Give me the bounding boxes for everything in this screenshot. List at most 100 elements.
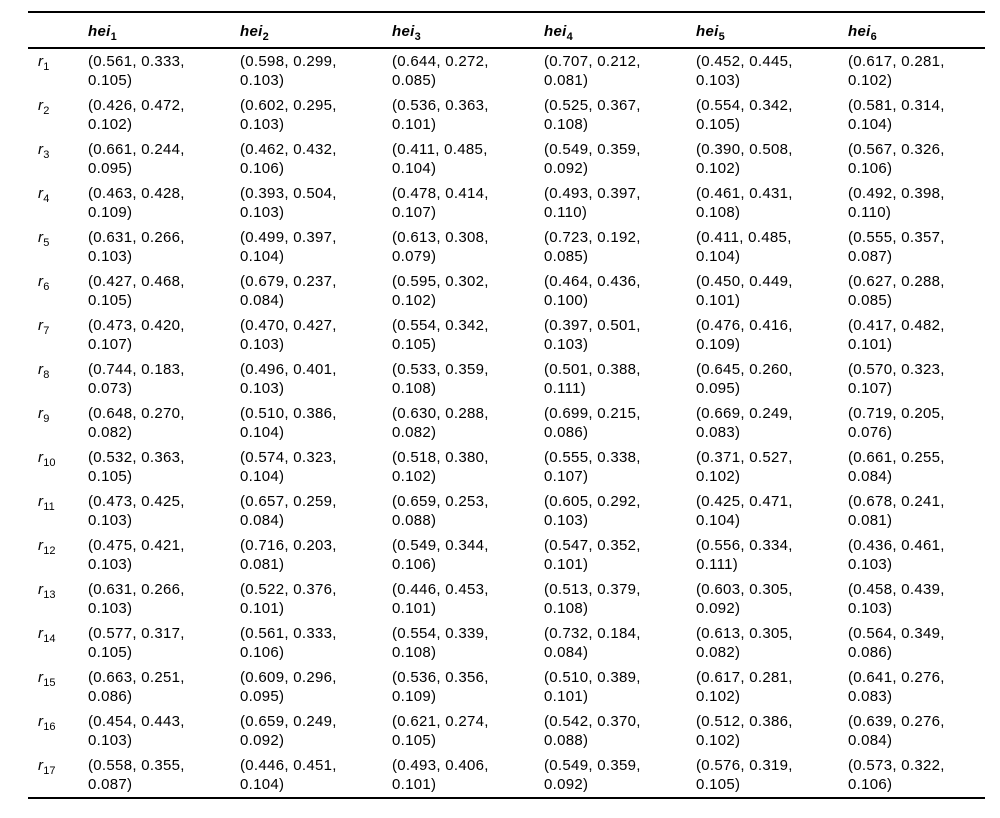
value-cell: (0.605, 0.292, 0.103) <box>544 489 696 533</box>
fuzzy-triple-value: (0.450, 0.449, 0.101) <box>696 273 793 309</box>
row-label-subscript: 3 <box>43 149 50 161</box>
value-cell: (0.639, 0.276, 0.084) <box>848 709 985 753</box>
value-cell: (0.492, 0.398, 0.110) <box>848 181 985 225</box>
value-cell: (0.426, 0.472, 0.102) <box>88 93 240 137</box>
column-header-subscript: 2 <box>262 31 269 43</box>
value-cell: (0.463, 0.428, 0.109) <box>88 181 240 225</box>
value-cell: (0.473, 0.420, 0.107) <box>88 313 240 357</box>
fuzzy-triple-value: (0.499, 0.397, 0.104) <box>240 229 337 265</box>
fuzzy-triple-value: (0.657, 0.259, 0.084) <box>240 493 337 529</box>
fuzzy-triple-value: (0.549, 0.359, 0.092) <box>544 141 641 177</box>
value-cell: (0.630, 0.288, 0.082) <box>392 401 544 445</box>
fuzzy-triple-value: (0.574, 0.323, 0.104) <box>240 449 337 485</box>
row-label: r11 <box>28 489 88 533</box>
value-cell: (0.493, 0.406, 0.101) <box>392 753 544 798</box>
fuzzy-triple-value: (0.446, 0.451, 0.104) <box>240 757 337 793</box>
corner-cell <box>28 12 88 49</box>
column-header-label: hei <box>88 23 111 40</box>
row-label: r10 <box>28 445 88 489</box>
fuzzy-triple-value: (0.661, 0.255, 0.084) <box>848 449 945 485</box>
value-cell: (0.648, 0.270, 0.082) <box>88 401 240 445</box>
value-cell: (0.549, 0.359, 0.092) <box>544 137 696 181</box>
value-cell: (0.707, 0.212, 0.081) <box>544 48 696 93</box>
value-cell: (0.510, 0.386, 0.104) <box>240 401 392 445</box>
column-header-label: hei <box>240 23 263 40</box>
value-cell: (0.659, 0.253, 0.088) <box>392 489 544 533</box>
column-header-subscript: 6 <box>870 31 877 43</box>
fuzzy-triple-value: (0.452, 0.445, 0.103) <box>696 53 793 89</box>
value-cell: (0.663, 0.251, 0.086) <box>88 665 240 709</box>
row-label-subscript: 8 <box>43 369 50 381</box>
table-row: r3 (0.661, 0.244, 0.095) (0.462, 0.432, 0.… <box>28 137 985 181</box>
fuzzy-triple-value: (0.630, 0.288, 0.082) <box>392 405 489 441</box>
table-row: r1 (0.561, 0.333, 0.105) (0.598, 0.299, 0.… <box>28 48 985 93</box>
fuzzy-triple-value: (0.549, 0.359, 0.092) <box>544 757 641 793</box>
value-cell: (0.641, 0.276, 0.083) <box>848 665 985 709</box>
value-cell: (0.561, 0.333, 0.105) <box>88 48 240 93</box>
row-label: r13 <box>28 577 88 621</box>
value-cell: (0.621, 0.274, 0.105) <box>392 709 544 753</box>
fuzzy-triple-value: (0.570, 0.323, 0.107) <box>848 361 945 397</box>
column-header-subscript: 4 <box>566 31 573 43</box>
row-label-base: r <box>38 361 44 378</box>
value-cell: (0.476, 0.416, 0.109) <box>696 313 848 357</box>
value-cell: (0.554, 0.339, 0.108) <box>392 621 544 665</box>
value-cell: (0.473, 0.425, 0.103) <box>88 489 240 533</box>
fuzzy-triple-value: (0.513, 0.379, 0.108) <box>544 581 641 617</box>
row-label-subscript: 1 <box>43 61 50 73</box>
fuzzy-triple-value: (0.659, 0.249, 0.092) <box>240 713 337 749</box>
fuzzy-evaluation-table: hei1 hei2 hei3 hei4 hei5 hei6 r1 (0.561, 0.333… <box>28 11 985 799</box>
fuzzy-triple-value: (0.510, 0.386, 0.104) <box>240 405 337 441</box>
column-header-subscript: 3 <box>414 31 421 43</box>
value-cell: (0.576, 0.319, 0.105) <box>696 753 848 798</box>
fuzzy-triple-value: (0.397, 0.501, 0.103) <box>544 317 641 353</box>
fuzzy-triple-value: (0.561, 0.333, 0.106) <box>240 625 337 661</box>
value-cell: (0.554, 0.342, 0.105) <box>392 313 544 357</box>
table-row: r2 (0.426, 0.472, 0.102) (0.602, 0.295, 0.… <box>28 93 985 137</box>
value-cell: (0.478, 0.414, 0.107) <box>392 181 544 225</box>
value-cell: (0.522, 0.376, 0.101) <box>240 577 392 621</box>
row-label: r1 <box>28 48 88 93</box>
fuzzy-triple-value: (0.613, 0.305, 0.082) <box>696 625 793 661</box>
fuzzy-triple-value: (0.631, 0.266, 0.103) <box>88 581 185 617</box>
column-header-subscript: 1 <box>110 31 117 43</box>
fuzzy-triple-value: (0.644, 0.272, 0.085) <box>392 53 489 89</box>
value-cell: (0.603, 0.305, 0.092) <box>696 577 848 621</box>
column-header: hei4 <box>544 12 696 49</box>
fuzzy-triple-value: (0.669, 0.249, 0.083) <box>696 405 793 441</box>
row-label: r16 <box>28 709 88 753</box>
value-cell: (0.513, 0.379, 0.108) <box>544 577 696 621</box>
fuzzy-triple-value: (0.436, 0.461, 0.103) <box>848 537 945 573</box>
row-label-subscript: 4 <box>43 193 50 205</box>
row-label: r6 <box>28 269 88 313</box>
row-label-base: r <box>38 625 44 642</box>
value-cell: (0.573, 0.322, 0.106) <box>848 753 985 798</box>
fuzzy-triple-value: (0.371, 0.527, 0.102) <box>696 449 793 485</box>
value-cell: (0.397, 0.501, 0.103) <box>544 313 696 357</box>
value-cell: (0.542, 0.370, 0.088) <box>544 709 696 753</box>
value-cell: (0.595, 0.302, 0.102) <box>392 269 544 313</box>
column-header-label: hei <box>696 23 719 40</box>
fuzzy-triple-value: (0.464, 0.436, 0.100) <box>544 273 641 309</box>
value-cell: (0.661, 0.244, 0.095) <box>88 137 240 181</box>
value-cell: (0.627, 0.288, 0.085) <box>848 269 985 313</box>
value-cell: (0.436, 0.461, 0.103) <box>848 533 985 577</box>
fuzzy-triple-value: (0.595, 0.302, 0.102) <box>392 273 489 309</box>
fuzzy-triple-value: (0.542, 0.370, 0.088) <box>544 713 641 749</box>
value-cell: (0.554, 0.342, 0.105) <box>696 93 848 137</box>
fuzzy-triple-value: (0.573, 0.322, 0.106) <box>848 757 945 793</box>
value-cell: (0.510, 0.389, 0.101) <box>544 665 696 709</box>
fuzzy-triple-value: (0.699, 0.215, 0.086) <box>544 405 641 441</box>
value-cell: (0.617, 0.281, 0.102) <box>696 665 848 709</box>
fuzzy-triple-value: (0.417, 0.482, 0.101) <box>848 317 945 353</box>
fuzzy-triple-value: (0.631, 0.266, 0.103) <box>88 229 185 265</box>
value-cell: (0.446, 0.453, 0.101) <box>392 577 544 621</box>
fuzzy-triple-value: (0.462, 0.432, 0.106) <box>240 141 337 177</box>
fuzzy-triple-value: (0.458, 0.439, 0.103) <box>848 581 945 617</box>
fuzzy-triple-value: (0.547, 0.352, 0.101) <box>544 537 641 573</box>
fuzzy-triple-value: (0.461, 0.431, 0.108) <box>696 185 793 221</box>
value-cell: (0.609, 0.296, 0.095) <box>240 665 392 709</box>
row-label: r7 <box>28 313 88 357</box>
value-cell: (0.564, 0.349, 0.086) <box>848 621 985 665</box>
value-cell: (0.536, 0.356, 0.109) <box>392 665 544 709</box>
